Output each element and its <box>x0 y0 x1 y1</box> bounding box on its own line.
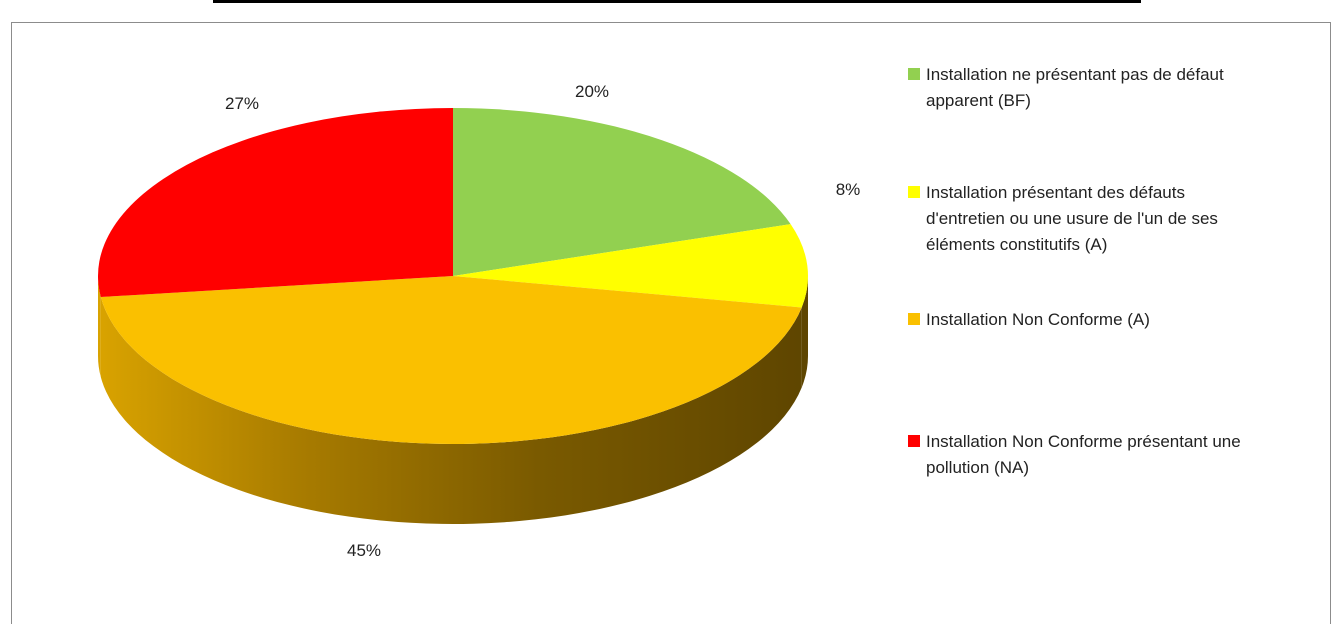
legend-item: Installation ne présentant pas de défaut… <box>908 62 1224 114</box>
legend-swatch <box>908 186 920 198</box>
chart-frame <box>11 22 1331 624</box>
legend-item: Installation présentant des défauts d'en… <box>908 180 1218 258</box>
pie-value-label: 20% <box>575 82 609 101</box>
pie-slice <box>100 276 802 444</box>
pie-slices <box>97 107 808 444</box>
legend-swatch <box>908 435 920 447</box>
pie-sides <box>98 276 808 524</box>
legend-label: Installation Non Conforme (A) <box>926 310 1150 329</box>
pie-slice-side <box>98 276 101 378</box>
pie-value-label: 27% <box>225 94 259 113</box>
pie-slice-side <box>100 297 802 524</box>
pie-slice <box>97 107 453 298</box>
pie-value-label: 45% <box>347 541 381 560</box>
pie-slice <box>453 224 808 308</box>
pie-value-label: 8% <box>836 180 861 199</box>
legend-label: Installation ne présentant pas de défaut… <box>926 65 1224 110</box>
pie-slice-side <box>801 276 808 388</box>
pie-labels: 20% 8% 45% 27% <box>225 82 860 560</box>
top-rule <box>213 0 1141 3</box>
pie-slice <box>453 108 791 276</box>
legend-item: Installation Non Conforme (A) <box>908 307 1150 333</box>
legend-label: Installation présentant des défauts d'en… <box>926 183 1218 254</box>
legend-item: Installation Non Conforme présentant une… <box>908 429 1241 481</box>
legend-swatch <box>908 68 920 80</box>
legend-label: Installation Non Conforme présentant une… <box>926 432 1241 477</box>
legend-swatch <box>908 313 920 325</box>
